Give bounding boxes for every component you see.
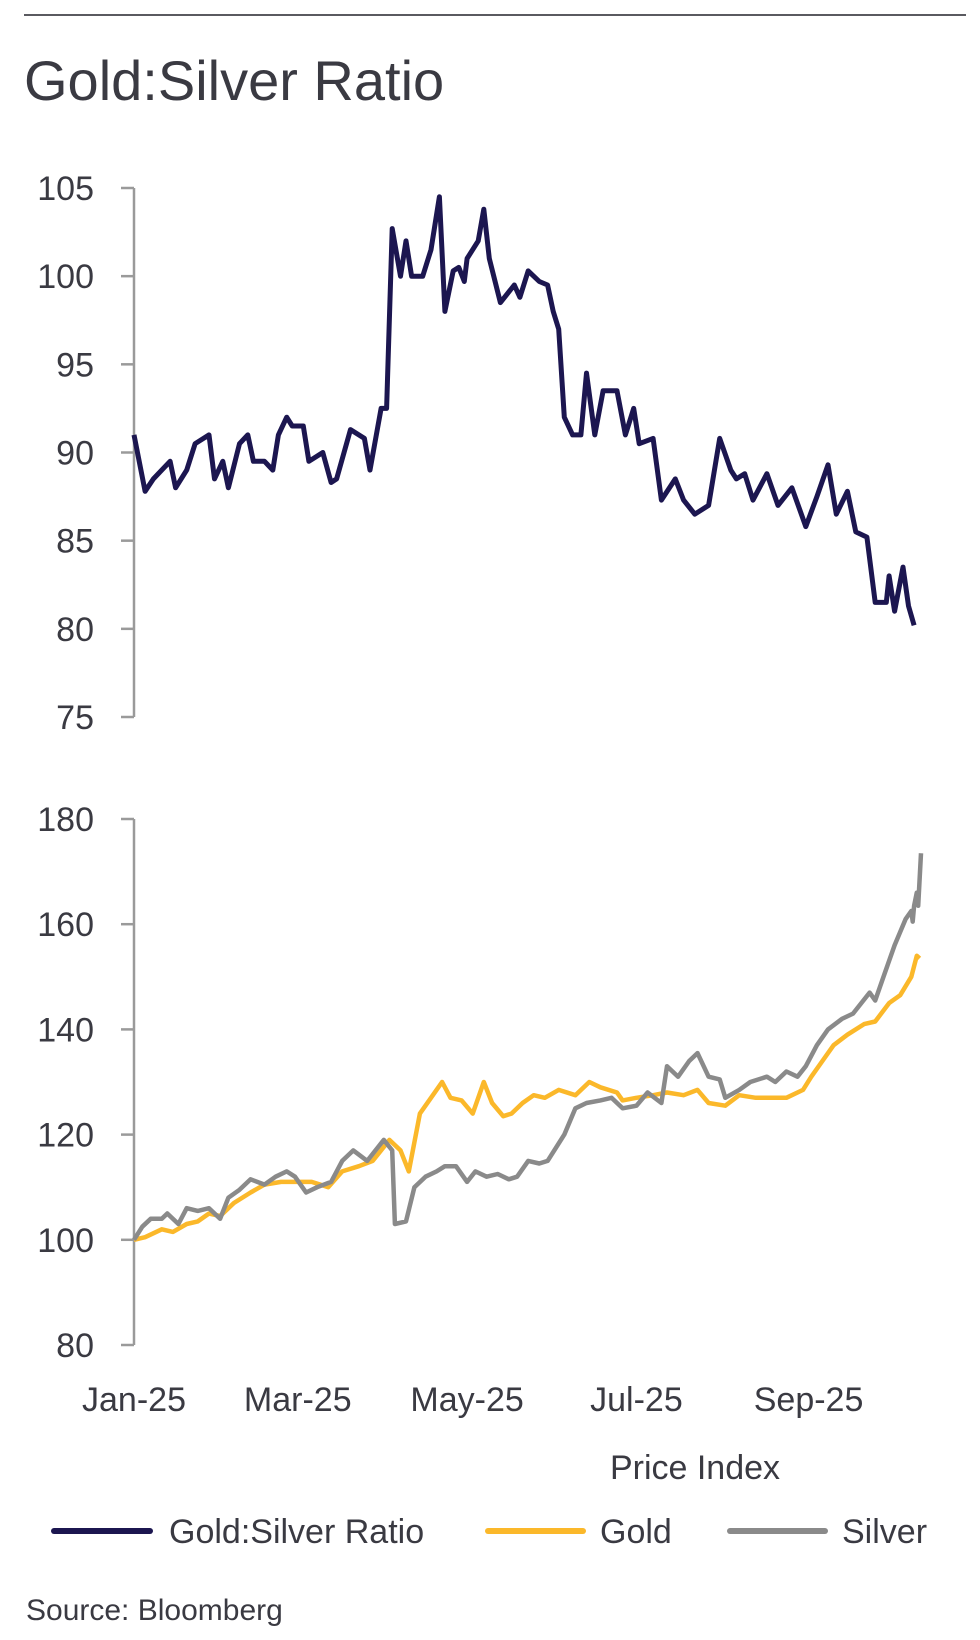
ratio-y-tick-label: 100 [37,258,94,296]
x-tick-label: Mar-25 [244,1381,352,1419]
chart-title: Gold:Silver Ratio [24,49,444,112]
price-index-y-tick-label: 80 [56,1327,94,1365]
legend-label-silver: Silver [842,1513,927,1551]
ratio-y-tick-label: 105 [37,170,94,208]
legend-label-ratio: Gold:Silver Ratio [169,1513,424,1551]
x-tick-label: May-25 [410,1381,523,1419]
price-index-y-tick-label: 120 [37,1117,94,1155]
price-index-y-tick-label: 180 [37,801,94,839]
legend-label-gold: Gold [600,1513,672,1551]
x-tick-label: Sep-25 [754,1381,864,1419]
ratio-y-tick-label: 80 [56,611,94,649]
ratio-y-tick-label: 95 [56,346,94,384]
price-index-y-tick-label: 160 [37,906,94,944]
ratio-y-tick-label: 90 [56,435,94,473]
x-tick-label: Jul-25 [590,1381,683,1419]
price-index-panel: 180 160 140 120 100 80 Jan-25 Mar-25 May-25 Jul-2… [37,801,924,1419]
x-axis-label: Price Index [610,1449,780,1487]
legend: Gold:Silver Ratio Gold Silver [51,1513,927,1551]
price-index-y-tick-label: 100 [37,1222,94,1260]
ratio-y-tick-label: 85 [56,523,94,561]
ratio-panel: 105 100 95 90 85 80 75 [37,170,917,737]
series-line-silver [132,853,924,1242]
ratio-y-tick-label: 75 [56,699,94,737]
price-index-y-tick-label: 140 [37,1011,94,1049]
series-line-gold [133,953,922,1242]
x-tick-label: Jan-25 [82,1381,186,1419]
series-line-gold-silver-ratio [131,194,917,626]
source-note: Source: Bloomberg [26,1594,283,1627]
